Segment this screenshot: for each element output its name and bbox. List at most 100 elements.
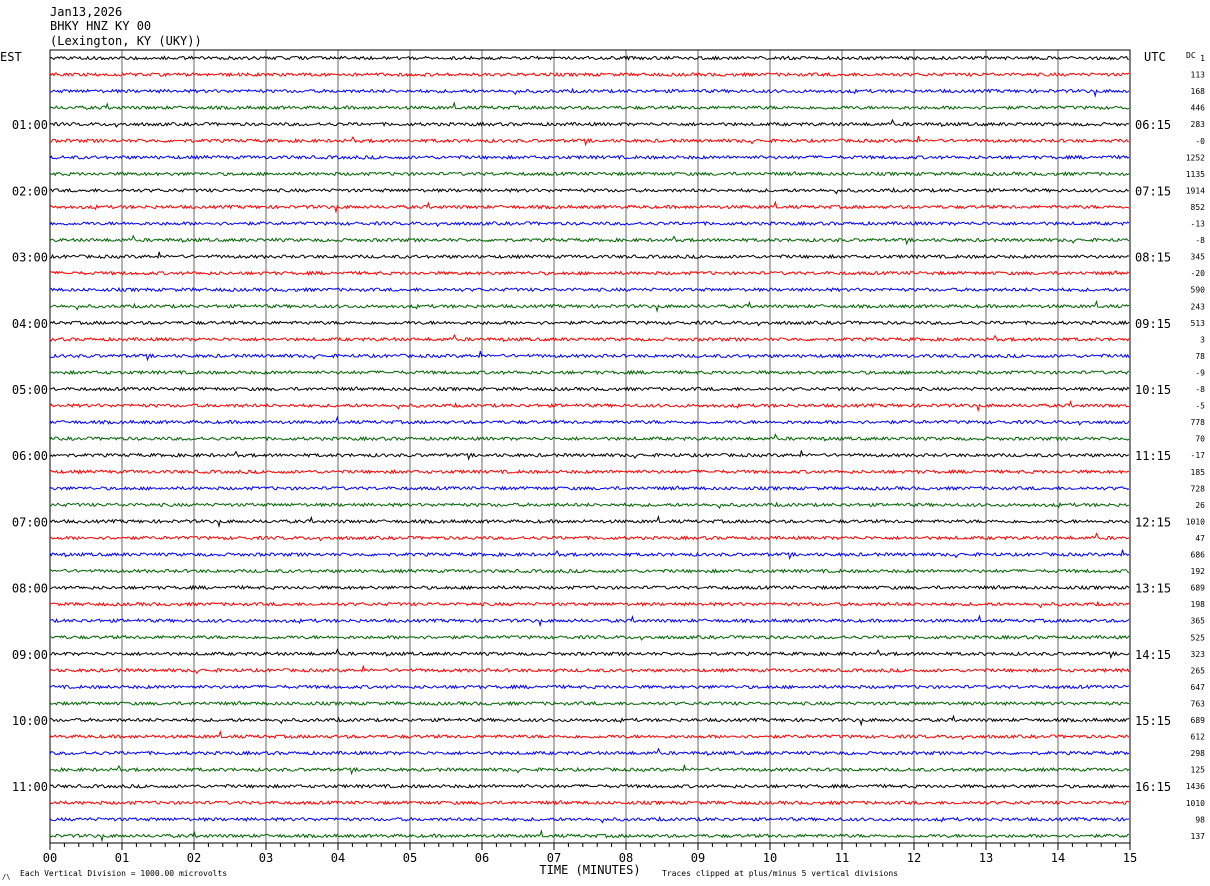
- trace-row-45: [49, 799, 1130, 806]
- trace-row-21: [49, 399, 1130, 413]
- dc-offset-label: -9: [1195, 368, 1205, 377]
- dc-offset-label: 686: [1191, 551, 1206, 560]
- left-hour-label: 08:00: [12, 582, 48, 596]
- trace-row-38: [49, 684, 1130, 690]
- x-tick-label: 08: [619, 851, 633, 865]
- trace-row-29: [49, 532, 1130, 542]
- dc-offset-label: 1: [1200, 54, 1205, 63]
- dc-offset-label: 612: [1191, 733, 1206, 742]
- trace-row-32: [49, 584, 1130, 591]
- trace-row-23: [49, 433, 1130, 442]
- dc-offset-label: -8: [1195, 385, 1205, 394]
- trace-row-25: [49, 468, 1130, 475]
- trace-row-37: [49, 665, 1130, 675]
- trace-row-26: [49, 485, 1130, 491]
- dc-offset-label: 323: [1191, 650, 1206, 659]
- trace-row-18: [49, 350, 1130, 362]
- trace-row-11: [49, 234, 1130, 246]
- left-hour-label: 06:00: [12, 449, 48, 463]
- dc-offset-label: 852: [1191, 203, 1206, 212]
- left-hour-label: 03:00: [12, 251, 48, 265]
- trace-row-42: [49, 747, 1130, 757]
- left-timezone-label: EST: [0, 50, 22, 64]
- scale-note: Each Vertical Division = 1000.00 microvo…: [20, 869, 227, 878]
- dc-offset-label: -13: [1191, 220, 1206, 229]
- left-hour-label: 05:00: [12, 383, 48, 397]
- dc-offset-label: 113: [1191, 71, 1206, 80]
- dc-offset-label: 689: [1191, 584, 1206, 593]
- x-tick-label: 12: [907, 851, 921, 865]
- x-axis-title: TIME (MINUTES): [539, 863, 640, 877]
- dc-offset-label: 778: [1191, 418, 1206, 427]
- dc-offset-label: 26: [1195, 501, 1205, 510]
- right-hour-label: 15:15: [1135, 714, 1171, 728]
- trace-row-16: [49, 319, 1130, 327]
- trace-row-17: [49, 333, 1130, 343]
- trace-row-9: [49, 200, 1130, 214]
- dc-offset-label: -20: [1191, 269, 1206, 278]
- left-hour-label: 04:00: [12, 317, 48, 331]
- dc-offset-label: -8: [1195, 236, 1205, 245]
- x-tick-label: 11: [835, 851, 849, 865]
- trace-row-7: [49, 170, 1130, 177]
- dc-offset-label: -17: [1191, 451, 1206, 460]
- trace-row-13: [49, 270, 1130, 276]
- dc-offset-label: 192: [1191, 567, 1206, 576]
- trace-row-33: [49, 600, 1130, 609]
- trace-row-43: [49, 764, 1130, 776]
- dc-offset-label: 689: [1191, 716, 1206, 725]
- dc-offset-label: 125: [1191, 766, 1206, 775]
- x-tick-label: 05: [403, 851, 417, 865]
- dc-offset-label: 137: [1191, 832, 1206, 841]
- dc-offset-label: 168: [1191, 87, 1206, 96]
- header-location: (Lexington, KY (UKY)): [50, 34, 202, 48]
- trace-row-12: [49, 251, 1130, 260]
- x-tick-label: 06: [475, 851, 489, 865]
- trace-row-4: [49, 118, 1130, 128]
- dc-offset-label: 1010: [1186, 517, 1205, 526]
- trace-row-5: [49, 135, 1130, 147]
- right-timezone-label: UTC: [1144, 50, 1166, 64]
- dc-offset-label: 345: [1191, 253, 1206, 262]
- trace-row-1: [49, 71, 1130, 78]
- trace-row-44: [49, 783, 1130, 790]
- left-hour-label: 09:00: [12, 648, 48, 662]
- dc-offset-label: 513: [1191, 319, 1206, 328]
- trace-row-35: [50, 634, 1130, 641]
- dc-label: DC: [1186, 51, 1196, 60]
- right-hour-label: 06:15: [1135, 118, 1171, 132]
- right-hour-label: 11:15: [1135, 449, 1171, 463]
- x-tick-label: 07: [547, 851, 561, 865]
- x-tick-label: 00: [43, 851, 57, 865]
- left-hour-label: 11:00: [12, 780, 48, 794]
- right-hour-label: 07:15: [1135, 184, 1171, 198]
- trace-row-46: [49, 815, 1130, 824]
- trace-row-40: [50, 714, 1130, 727]
- x-tick-label: 04: [331, 851, 345, 865]
- dc-offset-label: 3: [1200, 335, 1205, 344]
- x-tick-label: 01: [115, 851, 129, 865]
- trace-row-36: [49, 648, 1130, 660]
- trace-row-31: [49, 568, 1130, 574]
- trace-row-30: [49, 549, 1130, 561]
- dc-offset-label: 70: [1195, 435, 1205, 444]
- clip-note: Traces clipped at plus/minus 5 vertical …: [662, 869, 898, 878]
- x-tick-label: 03: [259, 851, 273, 865]
- right-hour-label: 08:15: [1135, 251, 1171, 265]
- right-hour-label: 10:15: [1135, 383, 1171, 397]
- x-tick-label: 10: [763, 851, 777, 865]
- trace-row-27: [49, 501, 1130, 510]
- left-hour-label: 10:00: [12, 714, 48, 728]
- dc-offset-label: 1135: [1186, 170, 1205, 179]
- x-tick-label: 15: [1123, 851, 1137, 865]
- trace-row-28: [49, 514, 1130, 529]
- plot-frame: [49, 49, 1131, 844]
- trace-row-20: [50, 386, 1130, 392]
- dc-offset-label: 1436: [1186, 782, 1205, 791]
- dc-offset-label: 647: [1191, 683, 1206, 692]
- right-hour-label: 14:15: [1135, 648, 1171, 662]
- corner-mark: /\: [2, 873, 10, 881]
- dc-offset-label: 265: [1191, 666, 1206, 675]
- trace-row-22: [49, 415, 1130, 426]
- dc-offset-label: 283: [1191, 120, 1206, 129]
